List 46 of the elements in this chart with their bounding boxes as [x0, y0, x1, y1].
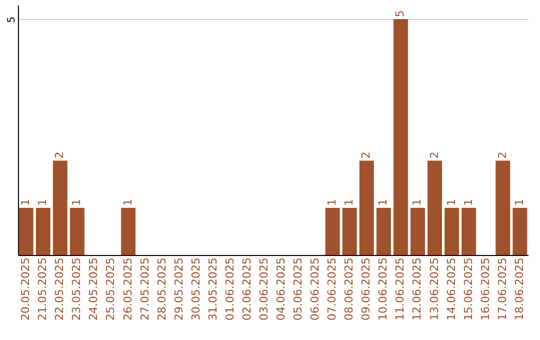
x-tick-label: 14.06.2025 [444, 258, 458, 320]
data-label: 2 [53, 152, 66, 159]
x-tick-label: 22.05.2025 [53, 258, 66, 320]
x-tick-label: 30.05.2025 [189, 258, 202, 320]
data-label: 1 [410, 198, 424, 206]
x-tick-label: 26.05.2025 [121, 258, 134, 320]
x-tick-label: 31.05.2025 [206, 258, 220, 320]
x-tick-label: 10.06.2025 [376, 258, 390, 320]
data-label: 1 [462, 198, 475, 206]
x-tick-label: 03.06.2025 [257, 258, 270, 320]
x-tick-label: 05.06.2025 [292, 258, 305, 320]
data-label: 1 [326, 198, 339, 206]
x-tick-label: 04.06.2025 [274, 258, 288, 320]
x-tick-label: 08.06.2025 [342, 258, 356, 320]
x-tick-label: 18.06.2025 [512, 258, 526, 320]
x-tick-label: 24.05.2025 [87, 258, 100, 320]
x-tick-label: 06.06.2025 [308, 258, 322, 320]
x-tick-label: 13.06.2025 [428, 258, 441, 320]
data-label: 1 [512, 198, 526, 206]
x-tick-label: 23.05.2025 [70, 258, 84, 320]
x-tick-label: 29.05.2025 [172, 258, 186, 320]
data-label: 1 [342, 198, 356, 206]
data-label: 5 [394, 10, 407, 18]
data-label: 1 [121, 198, 134, 206]
data-label: 2 [428, 152, 441, 159]
x-tick-label: 16.06.2025 [478, 258, 492, 320]
data-label: 1 [444, 198, 458, 206]
data-label: 1 [19, 198, 32, 206]
x-tick-label: 15.06.2025 [462, 258, 475, 320]
x-tick-label: 02.06.2025 [240, 258, 254, 320]
x-tick-label: 01.06.2025 [223, 258, 236, 320]
x-tick-label: 28.05.2025 [155, 258, 168, 320]
data-label: 2 [496, 152, 509, 159]
data-label: 1 [376, 198, 390, 206]
x-tick-label: 27.05.2025 [138, 258, 152, 320]
x-tick-label: 21.05.2025 [36, 258, 50, 320]
x-tick-label: 07.06.2025 [326, 258, 339, 320]
x-tick-label: 20.05.2025 [19, 258, 32, 320]
data-label: 1 [36, 198, 50, 206]
data-label: 1 [70, 198, 84, 206]
x-tick-label: 09.06.2025 [360, 258, 373, 320]
x-tick-label: 11.06.2025 [394, 258, 407, 320]
data-label: 2 [360, 152, 373, 159]
x-tick-label: 12.06.2025 [410, 258, 424, 320]
x-tick-label: 17.06.2025 [496, 258, 509, 320]
x-tick-label: 25.05.2025 [104, 258, 118, 320]
